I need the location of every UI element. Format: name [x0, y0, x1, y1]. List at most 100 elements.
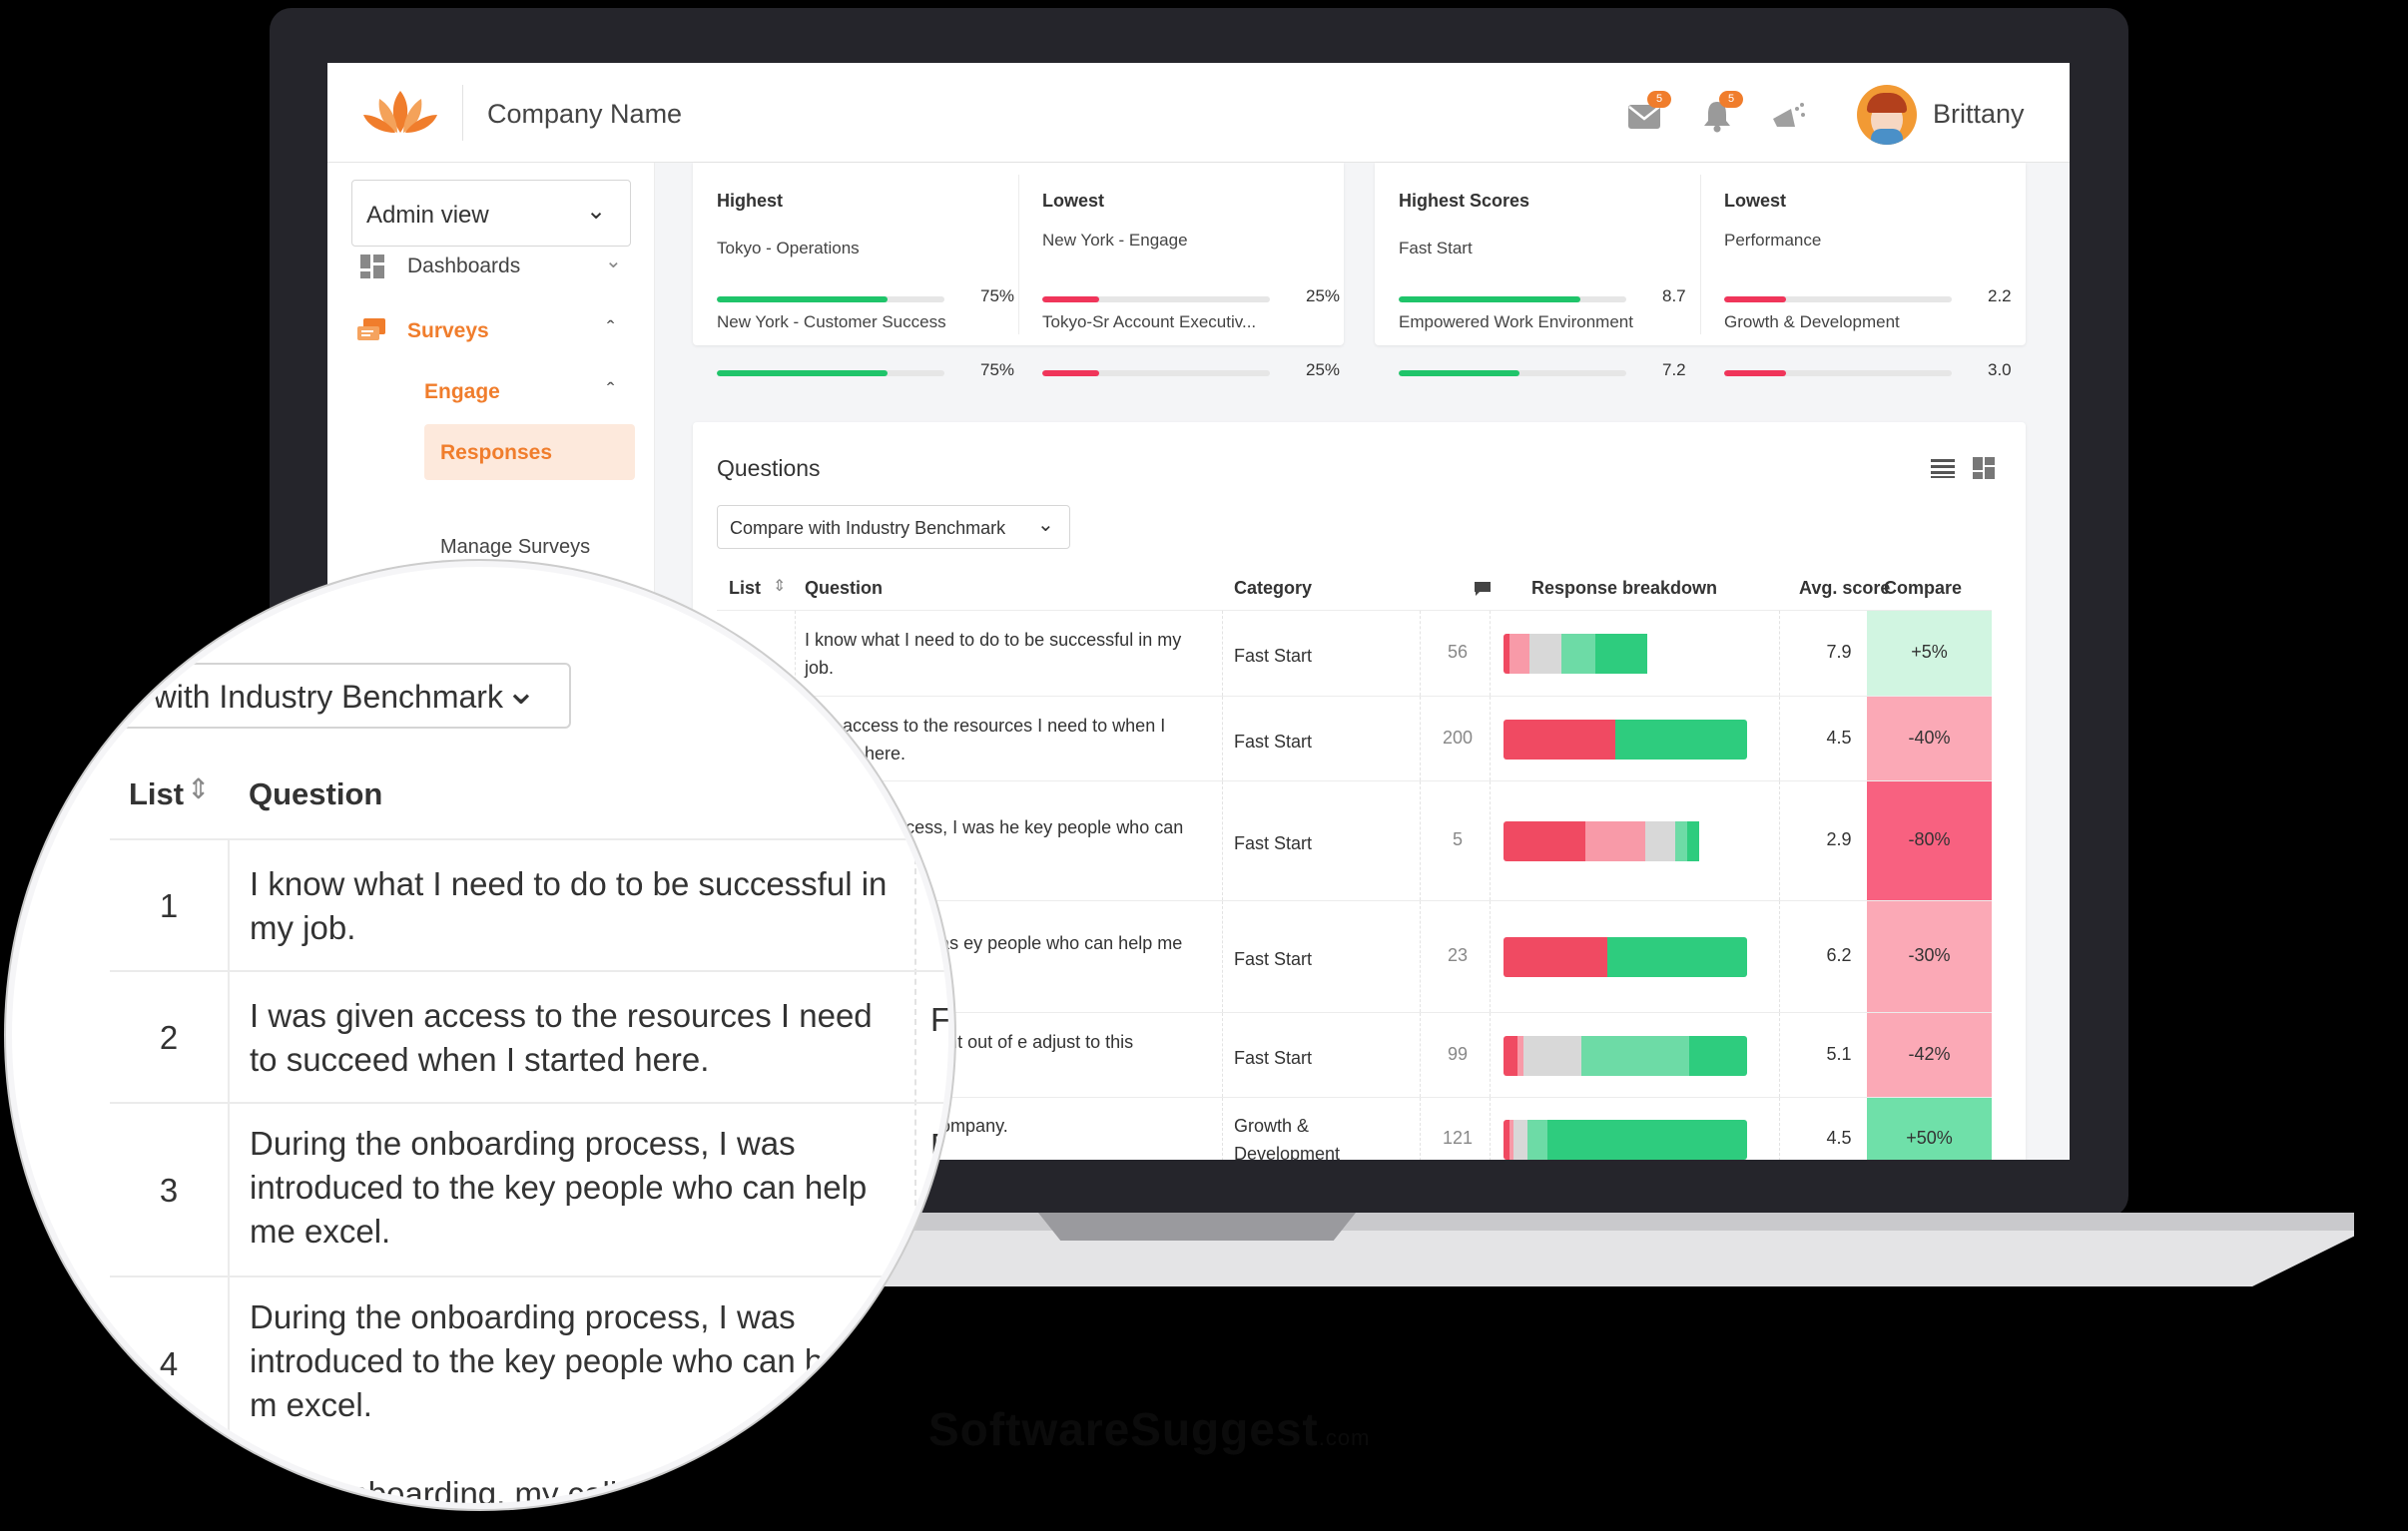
col-divider — [1222, 1098, 1223, 1160]
user-name[interactable]: Brittany — [1933, 99, 2025, 129]
col-divider — [1420, 781, 1421, 900]
sidebar-item-manage-surveys[interactable]: Manage Surveys — [440, 536, 591, 558]
table-row[interactable]: iven access to the resources I need to w… — [717, 696, 1992, 781]
compare-cell: -40% — [1867, 697, 1992, 781]
megaphone-icon[interactable] — [1769, 101, 1809, 135]
comment-count[interactable]: 200 — [1442, 727, 1474, 748]
compare-select[interactable]: Compare with Industry Benchmark ⌄ — [717, 505, 1070, 549]
chevron-up-icon: ˆ — [607, 316, 615, 341]
magnified-row-number: 1 — [159, 887, 179, 924]
magnifier: mpare with Industry Benchmark ⌄ List ⇕ Q… — [6, 561, 954, 1509]
col-divider — [795, 611, 796, 696]
table-row[interactable]: I know what I need to do to be successfu… — [717, 610, 1992, 697]
compare-cell: +50% — [1867, 1098, 1992, 1160]
summary-item-value: 75% — [980, 286, 1015, 305]
comment-count[interactable]: 99 — [1447, 1043, 1469, 1064]
col-list[interactable]: List — [729, 578, 762, 598]
question-text: I know what I need to do to be successfu… — [805, 630, 1182, 678]
summary-card-left: Highest Tokyo - Operations 75% New York - C… — [693, 163, 1344, 379]
bell-icon[interactable] — [1702, 99, 1732, 133]
comment-icon — [1475, 582, 1491, 596]
magnified-row[interactable]: 1 I know what I need to do to be successf… — [110, 838, 951, 970]
category-text: Fast Start — [1234, 949, 1313, 969]
sort-icon[interactable]: ⇕ — [187, 773, 211, 804]
summary-item-label: New York - Customer Success — [717, 312, 946, 331]
questions-title: Questions — [717, 455, 821, 481]
sort-icon[interactable]: ⇕ — [773, 578, 787, 595]
col-avg: Avg. score — [1799, 578, 1891, 598]
summary-item-label: Fast Start — [1399, 239, 1473, 257]
chevron-down-icon: ⌄ — [1037, 514, 1054, 536]
compare-cell: -30% — [1867, 901, 1992, 1013]
col-divider — [1490, 781, 1491, 900]
magnified-col-divider — [914, 838, 916, 1503]
col-question: Question — [805, 578, 884, 598]
summary-item-label: Empowered Work Environment — [1399, 312, 1633, 331]
category-text: Fast Start — [1234, 833, 1313, 853]
col-divider — [1420, 1098, 1421, 1160]
summary-heading: Lowest — [1042, 191, 1105, 211]
sidebar-item-surveys[interactable]: Surveys ˆ — [327, 308, 655, 342]
magnified-question-text: I know what I need to do to be successfu… — [250, 865, 888, 946]
bell-badge: 5 — [1719, 91, 1743, 108]
avg-score: 5.1 — [1826, 1043, 1852, 1064]
response-breakdown-bar: 95% — [1504, 1120, 1747, 1160]
watermark: SoftwareSuggest.com — [928, 1403, 1371, 1455]
summary-card-right: Highest Scores Fast Start 8.7 Empowered Wor… — [1375, 163, 2026, 379]
magnified-compare-select[interactable]: mpare with Industry Benchmark ⌄ — [12, 663, 571, 729]
summary-heading: Lowest — [1724, 191, 1787, 211]
category-text: Fast Start — [1234, 646, 1313, 666]
col-divider — [1222, 1013, 1223, 1097]
summary-item-bar — [1399, 370, 1626, 376]
magnified-row[interactable]: 2 I was given access to the resources I n… — [110, 970, 948, 1102]
magnified-col-list: List — [129, 776, 185, 811]
summary-item-bar — [1724, 296, 1952, 302]
col-divider — [1222, 901, 1223, 1012]
col-divider — [1779, 901, 1780, 1012]
laptop-notch — [1038, 1213, 1356, 1241]
avg-score: 7.9 — [1826, 642, 1852, 662]
table-row[interactable]: ding process, I was ey people who can he… — [717, 900, 1992, 1013]
comment-count[interactable]: 23 — [1447, 945, 1469, 965]
compare-value: -42% — [1908, 1043, 1951, 1064]
summary-item-bar — [1042, 296, 1270, 302]
summary-item-value: 25% — [1306, 286, 1341, 305]
summary-heading: Highest Scores — [1399, 191, 1530, 211]
mail-icon[interactable] — [1627, 103, 1663, 131]
col-divider — [1420, 611, 1421, 696]
magnified-row[interactable]: 3 During the onboarding process, I was in… — [110, 1102, 948, 1276]
summary-item-label: Growth & Development — [1724, 312, 1900, 331]
col-divider — [1420, 901, 1421, 1012]
sidebar-item-dashboards[interactable]: Dashboards ⌄ — [327, 245, 655, 278]
chevron-up-icon: ˆ — [607, 378, 615, 403]
magnified-category-text: Fa — [930, 869, 951, 906]
summary-item-value: 75% — [980, 360, 1015, 379]
sidebar-item-engage[interactable]: Engage ˆ — [424, 378, 615, 403]
col-divider — [1222, 697, 1223, 780]
company-name: Company Name — [487, 99, 683, 129]
list-view-icon[interactable] — [1931, 458, 1955, 478]
comment-count[interactable]: 121 — [1442, 1128, 1474, 1148]
magnified-question-text: During the onboarding process, I was int… — [250, 1125, 868, 1250]
sidebar-item-responses[interactable]: Responses — [424, 424, 635, 480]
magnified-row[interactable]: 4 During the onboarding process, I was in… — [110, 1276, 948, 1449]
response-breakdown-bar: 62% — [1504, 937, 1747, 977]
avatar[interactable] — [1857, 85, 1917, 145]
col-divider — [1779, 781, 1780, 900]
col-divider — [1490, 697, 1491, 780]
summary-item-label: Performance — [1724, 231, 1822, 250]
col-divider — [1490, 611, 1491, 696]
summary-item-value: 3.0 — [1988, 360, 2012, 379]
lotus-logo-icon[interactable] — [359, 87, 441, 137]
view-select[interactable]: Admin view ⌄ — [351, 180, 631, 247]
compare-cell: +5% — [1867, 611, 1992, 697]
grid-view-icon[interactable] — [1973, 457, 1995, 479]
col-category: Category — [1234, 578, 1313, 598]
col-divider — [1490, 1098, 1491, 1160]
comment-count[interactable]: 5 — [1452, 829, 1463, 849]
top-bar: Company Name 5 5 Brittany — [327, 63, 2070, 163]
category-text: Fast Start — [1234, 731, 1313, 752]
comment-count[interactable]: 56 — [1447, 642, 1469, 662]
col-divider — [1420, 697, 1421, 780]
magnified-col-question: Question — [249, 776, 383, 811]
